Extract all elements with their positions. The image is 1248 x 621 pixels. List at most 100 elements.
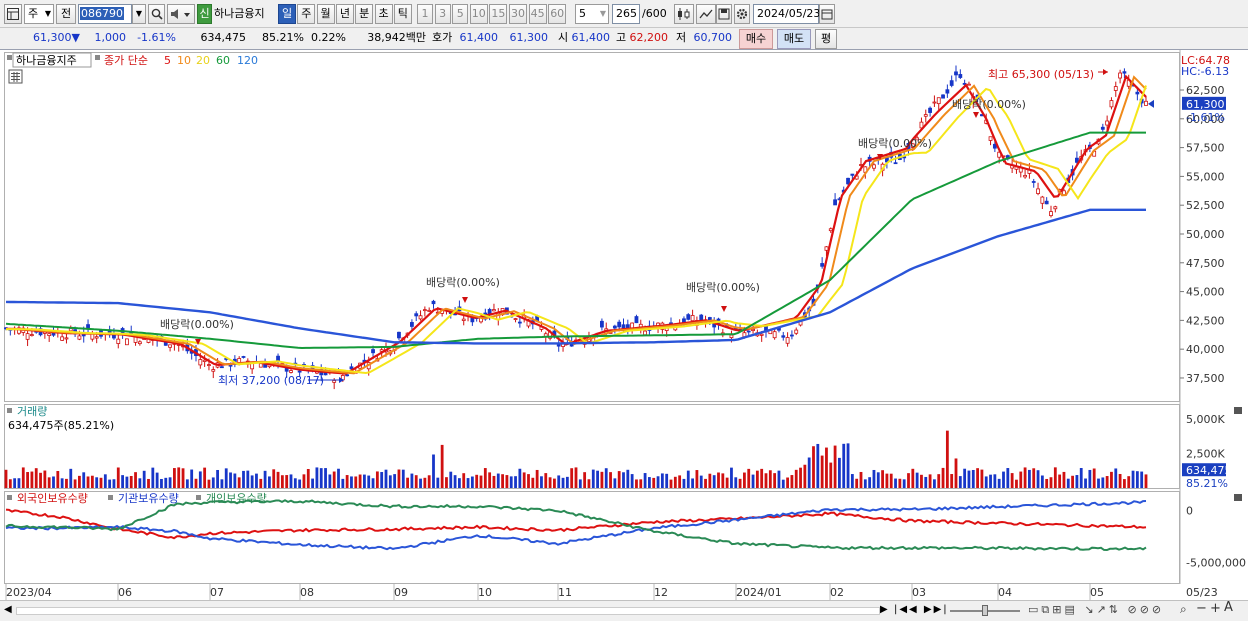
zoom-slider-handle[interactable] (982, 605, 988, 616)
zoom-out-icon[interactable]: − (1196, 601, 1207, 616)
price-annotation: 최저 37,200 (08/17) (218, 374, 324, 387)
volume-bar (868, 477, 872, 488)
tab-interval-10[interactable]: 10 (469, 4, 488, 24)
volume-bar (604, 468, 608, 488)
candle-body (125, 338, 129, 346)
tab-period-0[interactable]: 일 (278, 4, 296, 24)
volume-bar (665, 473, 669, 488)
candle-body (517, 321, 522, 324)
volume-bar (717, 472, 720, 488)
count-input[interactable]: 265 (612, 4, 640, 24)
auto-scale-icon[interactable]: A (1224, 600, 1233, 615)
volume-bar (1002, 471, 1005, 488)
tab-period-2[interactable]: 월 (316, 4, 335, 24)
volume-bar (635, 479, 638, 488)
candle-body (410, 322, 414, 327)
search-button[interactable] (148, 4, 165, 24)
candle-body (1049, 211, 1053, 217)
volume-bar (332, 471, 336, 488)
layout-icon[interactable] (4, 4, 22, 24)
drawing-tools-icons[interactable]: ▭⧉⊞▤ ↘↗⇅ ⊘⊘⊘ (1028, 603, 1165, 616)
volume-bar (43, 470, 47, 488)
volume-bar (233, 473, 237, 488)
candle-body (263, 364, 267, 368)
volume-tick-label: 5,000K (1186, 413, 1225, 426)
volume-bar (699, 475, 703, 488)
candle-body (1040, 196, 1045, 204)
volume-bar (285, 475, 289, 488)
buy-button[interactable]: 매수 (739, 29, 773, 49)
volume-bar (488, 472, 492, 488)
sell-button[interactable]: 매도 (777, 29, 811, 49)
tab-interval-15[interactable]: 15 (489, 4, 508, 24)
panel-bullet-icon (7, 55, 12, 60)
settings-button[interactable] (734, 4, 750, 24)
calendar-button[interactable] (819, 4, 835, 24)
speaker-button[interactable] (167, 4, 195, 24)
volume-bar (574, 467, 578, 488)
date-input[interactable]: 2024/05/23 (753, 4, 820, 24)
volume-detail: 634,475주(85.21%) (8, 419, 114, 432)
stock-code-input[interactable]: 086790 (78, 4, 132, 24)
price-tick-label: 37,500 (1186, 372, 1225, 385)
volume-bar (319, 468, 323, 488)
candle-body (699, 314, 704, 321)
volume-bar (190, 469, 194, 488)
volume-bar (47, 477, 51, 488)
tab-interval-5[interactable]: 5 (452, 4, 469, 24)
new-badge[interactable]: 신 (197, 4, 212, 24)
scrollbar-track[interactable] (16, 607, 880, 615)
scroll-right-icon[interactable]: ▶ (880, 604, 888, 615)
tab-period-3[interactable]: 년 (335, 4, 354, 24)
interval-select[interactable]: 5 ▼ (575, 4, 609, 24)
candle-body (915, 137, 920, 141)
tab-interval-60[interactable]: 60 (548, 4, 567, 24)
ma-line-120 (5, 208, 1146, 345)
tab-interval-3[interactable]: 3 (434, 4, 451, 24)
volume-bar (764, 473, 768, 488)
candle-body (345, 374, 350, 377)
volume-bar (1144, 474, 1148, 488)
zoom-in-icon[interactable]: + (1210, 601, 1221, 616)
volume-bar (980, 469, 984, 488)
tab-period-4[interactable]: 분 (355, 4, 374, 24)
stock-label-box[interactable] (12, 52, 92, 68)
save-button[interactable] (716, 4, 732, 24)
tab-period-6[interactable]: 틱 (393, 4, 412, 24)
tab-interval-30[interactable]: 30 (509, 4, 527, 24)
volume-bar (591, 469, 595, 488)
annotation-arrow-head (1103, 69, 1108, 75)
scroll-left-icon[interactable]: ◀ (4, 604, 12, 615)
zoom-search-icon[interactable]: ⌕ (1180, 602, 1187, 616)
volume-bar (129, 476, 133, 488)
panel-close-icon[interactable] (1234, 494, 1242, 501)
tab-interval-1[interactable]: 1 (417, 4, 433, 24)
holdings-line-0 (5, 508, 1147, 540)
ma-period-120: 120 (237, 54, 258, 67)
volume-bar (505, 475, 509, 488)
navigation-icons[interactable]: |◀◀ ▶▶| (894, 604, 949, 615)
trend-tool-button[interactable] (696, 4, 716, 24)
prev-button[interactable]: 전 (56, 4, 76, 24)
tab-interval-45[interactable]: 45 (528, 4, 547, 24)
volume-bar (259, 478, 263, 488)
tab-period-1[interactable]: 주 (297, 4, 316, 24)
candle-body (910, 143, 915, 148)
tab-period-5[interactable]: 초 (374, 4, 393, 24)
candle-body (397, 331, 401, 339)
panel-close-icon[interactable] (1234, 407, 1242, 414)
code-dropdown-button[interactable]: ▼ (132, 4, 146, 24)
volume-bar (673, 476, 677, 488)
holdings-tick-label: -5,000,000 (1186, 556, 1246, 569)
volume-bar (60, 478, 64, 488)
eval-button[interactable]: 평 (815, 29, 837, 49)
candle-body (418, 315, 423, 320)
candle-body (168, 344, 172, 348)
volume-tag (1182, 463, 1226, 477)
volume-bar (121, 475, 124, 488)
chart-area[interactable]: 62,500 60,000 57,500 55,000 52,500 50,000 47,5… (0, 50, 1248, 600)
candle-type-button[interactable] (674, 4, 694, 24)
volume-bar (470, 476, 474, 488)
volume-bar (557, 475, 561, 488)
period-select[interactable]: 주 ▼ (24, 4, 54, 24)
